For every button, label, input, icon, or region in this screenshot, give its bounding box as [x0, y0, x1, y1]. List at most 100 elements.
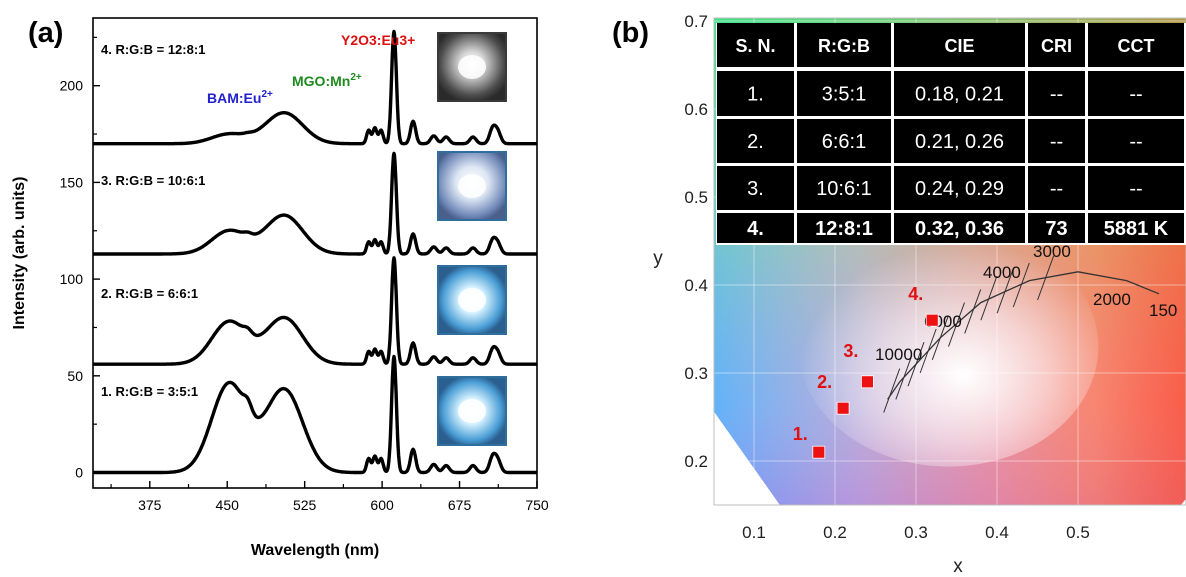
table-cell-bg: [1088, 166, 1184, 210]
panel-a-label: (a): [28, 17, 63, 49]
table-cell: 1.: [747, 84, 764, 106]
cie-point-label-1: 1.: [793, 424, 808, 444]
table-cell-bg: [797, 166, 891, 210]
y-tick-label-b: 0.4: [684, 276, 708, 295]
table-cell: 12:8:1: [815, 218, 873, 240]
x-axis-label-a: Wavelength (nm): [251, 542, 379, 559]
y-tick-label-a: 100: [60, 271, 84, 287]
table-cell-bg: [797, 23, 891, 67]
isotherm-line: [907, 342, 925, 387]
table-header: CIE: [944, 36, 974, 56]
cie-point-label-3: 3.: [843, 341, 858, 361]
panel-b-label: (b): [612, 17, 649, 49]
y-axis-label-b: y: [653, 248, 663, 269]
spectrum-line-3: [93, 151, 537, 256]
table-cell-bg: [717, 166, 794, 210]
table-cell-bg: [1088, 71, 1184, 116]
led-photo-1: [437, 376, 507, 446]
annotation-mgo: MGO:Mn2+: [292, 72, 362, 89]
x-tick-label-b: 0.5: [1066, 523, 1090, 542]
table-cell: 5881 K: [1104, 218, 1169, 240]
isotherm-line: [1037, 255, 1055, 301]
table-cell-bg: [717, 213, 794, 243]
table-cell: --: [1129, 84, 1142, 106]
cie-point-3: [861, 375, 874, 389]
y-tick-label-a: 150: [60, 174, 84, 190]
planckian-locus: [887, 271, 1160, 400]
y-tick-label-b: 0.3: [684, 364, 708, 383]
spectra-plot: 375 450 525 600 675 750 0 50 100 150 200 1. R:G:B …: [11, 17, 549, 559]
table-cell: --: [1050, 178, 1063, 200]
isotherm-line: [996, 268, 1014, 314]
y-tick-label-a: 200: [60, 78, 84, 94]
y-axis-label-a: Intensity (arb. units): [11, 177, 28, 330]
cie-point-label-2: 2.: [817, 372, 832, 392]
series-label-1: 1. R:G:B = 3:5:1: [101, 384, 198, 399]
table-cell: 0.24, 0.29: [915, 178, 1004, 200]
plot-b-frame: [713, 17, 1186, 506]
table-cell: 0.18, 0.21: [915, 84, 1004, 106]
table-header: R:G:B: [818, 36, 870, 56]
x-tick-label-a: 750: [525, 497, 549, 513]
table-cell: 3:5:1: [822, 84, 866, 106]
table-cell-bg: [1028, 166, 1085, 210]
x-tick-label-b: 0.2: [823, 523, 847, 542]
table-cell: 10:6:1: [816, 178, 872, 200]
annotation-y2o3: Y2O3:Eu3+: [341, 32, 415, 48]
cie-point-label-4: 4.: [908, 284, 923, 304]
y-tick-label-a: 50: [67, 368, 83, 384]
table-header: CCT: [1118, 36, 1155, 56]
table-header: S. N.: [735, 36, 775, 56]
table-cell-bg: [894, 119, 1025, 163]
table-cell-bg: [1088, 213, 1184, 243]
table-cell: 6:6:1: [822, 131, 866, 153]
table-cell-bg: [894, 23, 1025, 67]
table-cell-bg: [894, 166, 1025, 210]
table-cell: 0.21, 0.26: [915, 131, 1004, 153]
table-cell-bg: [1088, 119, 1184, 163]
series-label-4: 4. R:G:B = 12:8:1: [101, 42, 205, 57]
annotation-bam: BAM:Eu2+: [207, 89, 273, 106]
series-label-2: 2. R:G:B = 6:6:1: [101, 286, 198, 301]
table-cell-bg: [797, 71, 891, 116]
cct-label: 2000: [1093, 290, 1131, 309]
table-cell: 2.: [747, 131, 764, 153]
table-cell-bg: [1028, 23, 1085, 67]
table-cell: 73: [1045, 218, 1067, 240]
table-cell: --: [1050, 131, 1063, 153]
cct-label: 150: [1149, 301, 1177, 320]
cie-point-4: [925, 313, 939, 327]
y-tick-label-a: 0: [75, 465, 83, 481]
table-cell: 3.: [747, 178, 764, 200]
x-tick-label-a: 600: [370, 497, 394, 513]
led-photo-3: [437, 151, 507, 221]
y-tick-label-b: 0.5: [684, 188, 708, 207]
cie-point-2: [836, 401, 850, 415]
led-photo-2: [437, 265, 507, 335]
led-photo-4: [437, 32, 507, 102]
table-cell-bg: [894, 213, 1025, 243]
cct-label: 3000: [1033, 242, 1071, 261]
table-cell-bg: [717, 23, 794, 67]
series-label-3: 3. R:G:B = 10:6:1: [101, 173, 205, 188]
table-cell-bg: [894, 71, 1025, 116]
x-tick-label-a: 525: [293, 497, 317, 513]
table-cell-bg: [1028, 213, 1085, 243]
isotherm-line: [883, 368, 901, 413]
y-tick-label-b: 0.6: [684, 100, 708, 119]
x-axis-label-b: x: [953, 556, 963, 577]
cie-point-1: [812, 445, 826, 459]
isotherm-line: [1012, 262, 1030, 308]
table-header: CRI: [1041, 36, 1072, 56]
table-cell: 0.32, 0.36: [915, 218, 1004, 240]
x-tick-label-a: 375: [138, 497, 162, 513]
cct-label: 4000: [983, 263, 1021, 282]
y-tick-label-b: 0.2: [684, 452, 708, 471]
isotherm-line: [980, 276, 998, 321]
isotherm-line: [895, 355, 913, 400]
table-cell: --: [1050, 84, 1063, 106]
x-tick-label-a: 675: [448, 497, 472, 513]
table-cell-bg: [797, 119, 891, 163]
spectrum-line-4: [93, 29, 537, 146]
